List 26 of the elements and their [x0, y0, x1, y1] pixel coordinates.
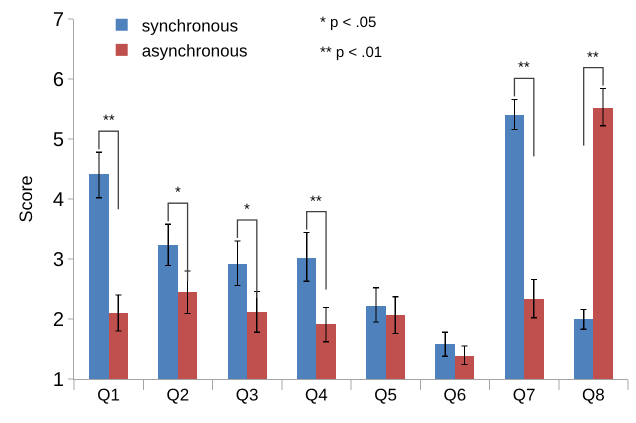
x-tick-label: Q8	[582, 385, 605, 404]
annotation: **	[103, 112, 115, 129]
x-tick-label: Q3	[236, 385, 258, 404]
annotation: *	[244, 201, 250, 218]
y-tick-label: 3	[52, 249, 64, 271]
x-tick-label: Q7	[512, 385, 536, 404]
legend-label: asynchronous	[142, 41, 248, 60]
legend-label: synchronous	[142, 16, 238, 36]
annotation: * p < .05	[320, 14, 376, 31]
x-tick-label: Q4	[305, 385, 328, 404]
y-tick-label: 5	[52, 129, 64, 151]
x-tick-label: Q6	[444, 385, 466, 404]
annotation: *	[175, 184, 181, 201]
y-tick-label: 1	[52, 369, 64, 391]
x-tick-label: Q2	[166, 385, 190, 404]
y-tick-label: 4	[52, 189, 64, 211]
annotation: **	[587, 49, 599, 66]
x-tick-label: Q1	[97, 385, 120, 404]
y-tick-label: 6	[52, 69, 64, 91]
y-tick-label: 7	[52, 9, 64, 31]
y-axis-title: Score	[16, 175, 36, 223]
y-tick-label: 2	[52, 309, 64, 331]
annotation: ** p < .01	[320, 44, 382, 61]
annotation: **	[518, 59, 530, 76]
x-tick-label: Q5	[374, 385, 397, 404]
annotation: **	[310, 193, 322, 210]
